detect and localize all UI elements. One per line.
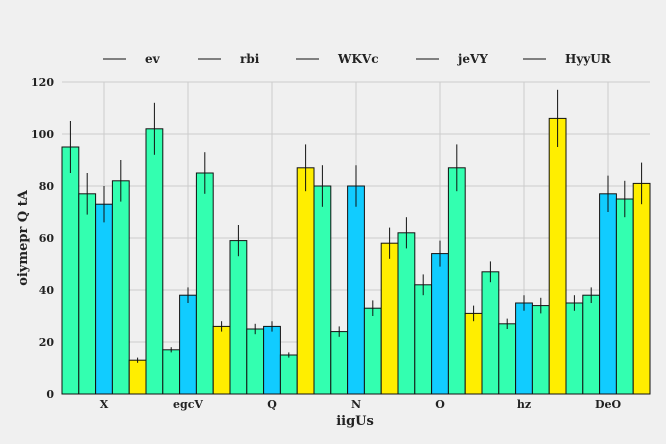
- x-tick-label: O: [435, 398, 445, 411]
- x-tick-label: Q: [267, 398, 277, 411]
- bar: [280, 355, 297, 394]
- bar: [213, 326, 230, 394]
- legend-label: HyyUR: [565, 52, 612, 66]
- bar: [230, 241, 247, 394]
- legend-label: jeVY: [457, 52, 488, 66]
- bar: [79, 194, 96, 394]
- y-tick-label: 0: [46, 388, 54, 401]
- bar: [549, 118, 566, 394]
- bar: [180, 295, 197, 394]
- bar: [482, 272, 499, 394]
- bar: [616, 199, 633, 394]
- bar: [264, 326, 281, 394]
- bar: [566, 303, 583, 394]
- x-tick-label: egcV: [173, 398, 203, 411]
- bar: [516, 303, 533, 394]
- bar: [247, 329, 264, 394]
- bar: [196, 173, 213, 394]
- x-tick-label: X: [100, 398, 109, 411]
- y-tick-label: 60: [39, 232, 55, 245]
- y-tick-label: 20: [39, 336, 55, 349]
- bar: [532, 306, 549, 394]
- bar: [62, 147, 79, 394]
- y-axis-label: oiymepr Q tA: [16, 189, 31, 286]
- bar: [96, 204, 113, 394]
- bar: [331, 332, 348, 394]
- x-axis-label: iigUs: [336, 414, 374, 429]
- y-tick-label: 40: [39, 284, 55, 297]
- legend-label: rbi: [240, 52, 260, 66]
- bar: [112, 181, 129, 394]
- bar: [381, 243, 398, 394]
- bar: [297, 168, 314, 394]
- x-tick-label: N: [351, 398, 361, 411]
- bar: [364, 308, 381, 394]
- bar: [465, 313, 482, 394]
- bar: [146, 129, 163, 394]
- x-tick-label: hz: [517, 398, 531, 411]
- y-tick-label: 120: [31, 76, 54, 89]
- bar: [448, 168, 465, 394]
- bar: [415, 285, 432, 394]
- x-tick-label: DeO: [595, 398, 622, 411]
- legend-label: WKVc: [337, 52, 379, 66]
- bar: [129, 360, 146, 394]
- bar: [163, 350, 180, 394]
- bar: [499, 324, 516, 394]
- y-tick-label: 80: [39, 180, 55, 193]
- bar: [348, 186, 365, 394]
- legend-label: ev: [145, 52, 161, 66]
- y-tick-label: 100: [31, 128, 54, 141]
- bar: [583, 295, 600, 394]
- bar: [600, 194, 617, 394]
- bar: [398, 233, 415, 394]
- bar: [314, 186, 331, 394]
- bar: [633, 183, 650, 394]
- bar: [432, 254, 449, 394]
